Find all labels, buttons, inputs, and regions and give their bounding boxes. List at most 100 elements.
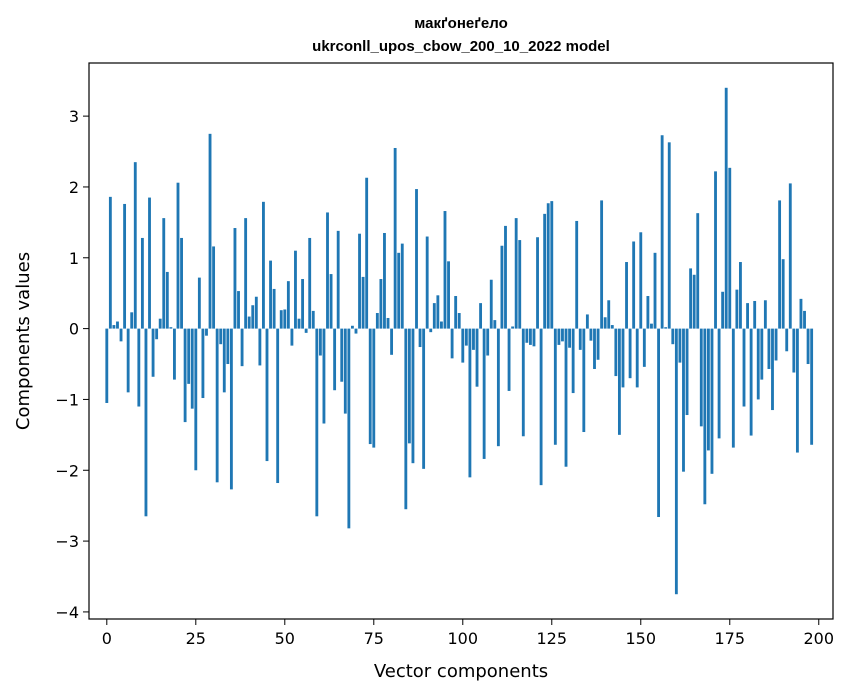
bar-143: [614, 328, 618, 377]
bar-74: [368, 328, 372, 445]
bar-123: [543, 213, 547, 329]
bar-16: [162, 218, 166, 329]
bar-104: [475, 328, 479, 387]
bar-125: [550, 201, 554, 329]
bar-66: [340, 328, 344, 382]
bar-175: [728, 167, 732, 329]
bar-197: [806, 328, 810, 365]
bar-122: [539, 328, 543, 486]
bar-119: [528, 328, 532, 345]
bar-185: [763, 300, 767, 329]
bar-163: [685, 328, 689, 416]
bar-146: [625, 262, 628, 329]
bar-136: [589, 328, 593, 341]
bar-121: [536, 237, 539, 329]
bar-55: [301, 279, 305, 329]
bar-148: [632, 241, 636, 329]
bar-72: [361, 276, 365, 329]
bar-179: [742, 328, 746, 407]
bar-9: [137, 328, 141, 407]
bar-120: [532, 328, 536, 347]
bar-2: [112, 325, 116, 329]
bar-115: [514, 218, 518, 329]
bar-117: [521, 328, 525, 437]
bar-83: [400, 243, 404, 329]
bar-65: [336, 230, 340, 329]
bar-173: [721, 291, 725, 329]
bar-79: [386, 317, 390, 329]
bar-190: [781, 259, 785, 329]
bar-36: [233, 228, 237, 329]
bar-35: [229, 328, 233, 490]
bar-0: [105, 328, 109, 403]
bar-107: [486, 328, 490, 356]
bar-60: [318, 328, 322, 356]
bar-10: [140, 237, 144, 329]
bar-5: [123, 203, 127, 329]
bar-62: [326, 212, 329, 329]
bar-158: [667, 142, 671, 329]
bar-93: [436, 295, 440, 329]
bar-188: [774, 328, 778, 361]
bar-116: [518, 240, 522, 329]
bar-129: [564, 328, 568, 467]
y-tick-label: −2: [55, 461, 79, 480]
bar-132: [575, 220, 579, 329]
bar-147: [628, 328, 632, 379]
bar-167: [699, 328, 703, 427]
bar-39: [244, 218, 248, 329]
bar-87: [415, 189, 418, 329]
bar-91: [429, 328, 433, 333]
bar-19: [173, 328, 176, 380]
bar-130: [568, 328, 571, 348]
bar-154: [653, 252, 657, 329]
bar-23: [187, 328, 191, 384]
bar-141: [607, 300, 611, 329]
bar-144: [617, 328, 621, 435]
bar-177: [735, 289, 739, 329]
bar-45: [265, 328, 269, 462]
x-axis-ticks: 0 25 50 75 100 125 150 175 200: [102, 619, 834, 648]
y-tick-label: 2: [69, 178, 79, 197]
bar-34: [226, 328, 230, 365]
y-tick-label: −3: [55, 532, 79, 551]
bar-44: [262, 201, 265, 329]
x-tick-label: 150: [625, 629, 656, 648]
bar-138: [596, 328, 600, 360]
bar-171: [714, 171, 717, 329]
bar-140: [603, 317, 607, 329]
bar-194: [795, 328, 799, 453]
bar-33: [222, 328, 226, 393]
bar-92: [432, 303, 436, 329]
bar-134: [582, 328, 586, 433]
bar-100: [461, 328, 465, 363]
bar-4: [119, 328, 123, 342]
bar-169: [706, 328, 710, 451]
bar-162: [682, 328, 685, 472]
bar-99: [457, 313, 461, 329]
bar-29: [208, 133, 212, 329]
bar-94: [440, 321, 443, 329]
bar-131: [571, 328, 575, 394]
bar-22: [183, 328, 187, 423]
bar-25: [194, 328, 198, 471]
bar-145: [621, 328, 625, 388]
bar-109: [493, 320, 497, 329]
bar-64: [333, 328, 337, 391]
bar-18: [169, 327, 173, 329]
bar-14: [155, 328, 159, 340]
bar-59: [315, 328, 319, 517]
bar-71: [358, 233, 361, 329]
bar-101: [464, 328, 468, 346]
bar-86: [411, 328, 415, 464]
bar-111: [500, 245, 504, 329]
bar-24: [190, 328, 194, 409]
y-axis-ticks: −4 −3 −2 −1 0 1 2 3: [55, 107, 89, 622]
bar-49: [279, 310, 283, 329]
bar-42: [254, 296, 258, 329]
bar-73: [365, 177, 369, 329]
y-axis-label: Components values: [13, 252, 34, 430]
bar-183: [756, 328, 760, 400]
y-tick-label: −4: [55, 603, 79, 622]
bar-193: [792, 328, 796, 373]
